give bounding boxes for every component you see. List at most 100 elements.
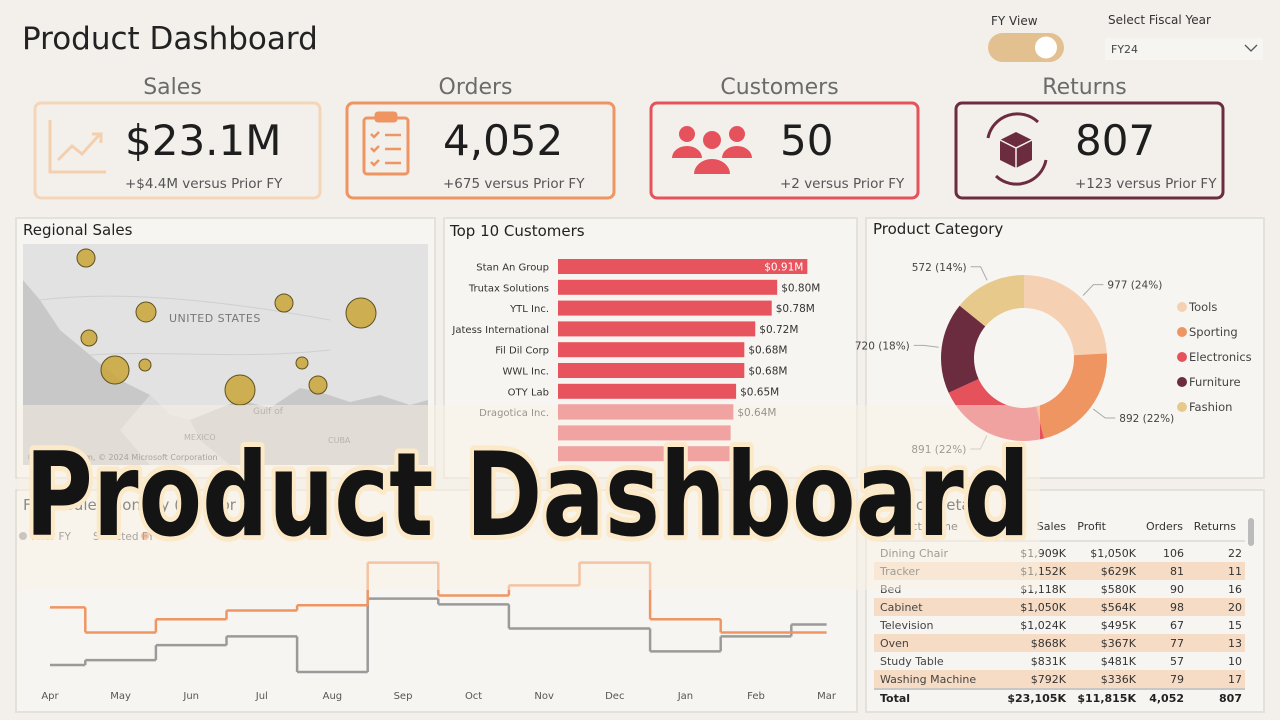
table-cell: $831K	[1031, 655, 1067, 668]
map-bubble	[274, 293, 294, 313]
kpi-card	[33, 101, 322, 200]
x-tick-label: Oct	[465, 691, 482, 702]
data-label: 892 (22%)	[1119, 413, 1174, 425]
map-bubble	[135, 301, 157, 323]
pie-slice	[941, 305, 986, 393]
bar	[558, 321, 756, 337]
map-bubble	[345, 297, 377, 329]
kpi-title: Customers	[720, 75, 838, 100]
x-tick-label: Feb	[747, 691, 765, 702]
x-tick-label: Aug	[323, 691, 343, 702]
table-scrollbar[interactable]	[1248, 518, 1254, 546]
map-bubble	[138, 358, 152, 372]
leader-line	[1082, 284, 1104, 296]
table-cell: 77	[1170, 637, 1184, 650]
kpi-delta: +2 versus Prior FY	[780, 176, 905, 192]
customers-icon	[672, 126, 752, 174]
table-cell: $792K	[1031, 673, 1067, 686]
data-label: $0.65M	[740, 386, 779, 398]
map-bubble	[100, 355, 130, 385]
table-cell: $367K	[1101, 637, 1137, 650]
kpi-card	[649, 101, 920, 200]
data-label: $0.91M	[764, 262, 803, 274]
panel-title: Product Category	[873, 220, 1003, 238]
table-cell: Cabinet	[880, 601, 923, 614]
table-cell: $1,050K	[1020, 601, 1066, 614]
table-header: Profit	[1077, 520, 1106, 533]
table-cell: $564K	[1101, 601, 1137, 614]
table-cell: 81	[1170, 565, 1184, 578]
table-cell: 22	[1228, 547, 1242, 560]
overlay-band	[18, 405, 1040, 590]
table-cell: 106	[1163, 547, 1184, 560]
fiscal-year-dropdown[interactable]: FY24	[1105, 38, 1263, 60]
table-cell: 16	[1228, 583, 1242, 596]
table-cell: $629K	[1101, 565, 1137, 578]
dropdown-value: FY24	[1111, 43, 1138, 56]
x-tick-label: Nov	[534, 691, 554, 702]
pie-slice	[959, 275, 1024, 327]
map-bubble	[295, 356, 309, 370]
dropdown-box	[1105, 38, 1263, 60]
table-cell: 57	[1170, 655, 1184, 668]
kpi-value: $23.1M	[125, 116, 281, 165]
dropdown-chevron	[1244, 44, 1258, 52]
panel-title: Top 10 Customers	[449, 222, 585, 240]
table-row-band	[874, 598, 1245, 616]
data-label: $0.80M	[781, 282, 820, 294]
table-total-cell: $11,815K	[1077, 692, 1136, 705]
panel-title: Regional Sales	[23, 221, 133, 239]
map-border	[39, 295, 331, 356]
kpi-card	[345, 101, 616, 200]
map-bubble	[308, 375, 328, 395]
data-label: $0.72M	[759, 324, 798, 336]
table-cell: 90	[1170, 583, 1184, 596]
overlay-title: Product Dashboard	[25, 428, 1030, 563]
table-cell: Oven	[880, 637, 909, 650]
table-cell: 15	[1228, 619, 1242, 632]
fy-view-label: FY View	[991, 14, 1038, 28]
bar	[558, 383, 737, 399]
kpi-delta: +123 versus Prior FY	[1075, 176, 1217, 192]
table-total-cell: 807	[1219, 692, 1242, 705]
table-cell: $1,050K	[1090, 547, 1136, 560]
table-cell: $481K	[1101, 655, 1137, 668]
table-cell: $580K	[1101, 583, 1137, 596]
x-tick-label: Jul	[255, 691, 268, 702]
sales-icon	[48, 120, 106, 174]
fy-view-toggle[interactable]	[988, 33, 1064, 62]
data-label: $0.68M	[748, 366, 787, 378]
table-cell: $495K	[1101, 619, 1137, 632]
table-cell: $336K	[1101, 673, 1137, 686]
leader-line	[970, 266, 988, 281]
y-tick-label: Jatess International	[451, 325, 549, 336]
leader-line	[1092, 408, 1116, 419]
legend-label: Electronics	[1189, 350, 1252, 364]
legend-label: Sporting	[1189, 325, 1238, 339]
table-cell: $1,024K	[1020, 619, 1066, 632]
table-total-cell: Total	[880, 692, 910, 705]
fiscal-year-label: Select Fiscal Year	[1108, 13, 1211, 27]
x-tick-label: Jun	[182, 691, 199, 702]
kpi-delta: +$4.4M versus Prior FY	[125, 176, 283, 192]
y-tick-label: OTY Lab	[508, 387, 549, 398]
data-label: $0.78M	[776, 303, 815, 315]
x-tick-label: Dec	[605, 691, 624, 702]
y-tick-label: Fil Dil Corp	[495, 346, 549, 357]
table-cell: $868K	[1031, 637, 1067, 650]
bar	[558, 300, 772, 316]
data-label: 720 (18%)	[855, 340, 910, 352]
table-cell: Television	[879, 619, 934, 632]
kpi-value: 50	[780, 116, 833, 165]
orders-icon	[362, 111, 410, 176]
bar	[558, 259, 808, 274]
legend-label: Furniture	[1189, 375, 1241, 389]
x-tick-label: Apr	[41, 691, 59, 702]
dashboard-title: Product Dashboard	[22, 21, 318, 57]
x-tick-label: May	[110, 691, 131, 702]
table-header: Orders	[1146, 520, 1183, 533]
data-label: 977 (24%)	[1107, 280, 1162, 292]
table-cell: 67	[1170, 619, 1184, 632]
